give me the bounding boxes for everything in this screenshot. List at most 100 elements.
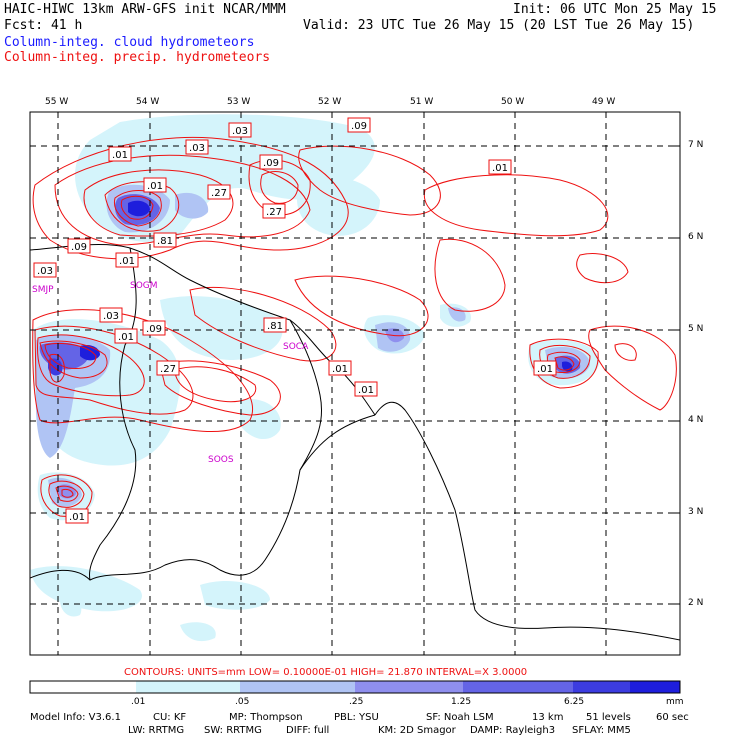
map-frame <box>29 111 681 656</box>
colorbar-unit: mm <box>666 697 684 707</box>
contour-label-box <box>153 232 177 248</box>
contour-label-box <box>207 184 231 200</box>
lat-label: 3 N <box>688 507 704 517</box>
contour-label: .03 <box>37 266 53 277</box>
lat-lon-grid <box>30 112 680 655</box>
contour-label-box <box>33 262 57 278</box>
colorbar-frame <box>29 680 681 694</box>
contour-label-box <box>67 238 91 254</box>
station-soos: SOOS <box>208 455 234 465</box>
lon-label: 53 W <box>227 97 251 107</box>
station-labels: SMJP SOGM SOCA SOOS <box>32 281 309 465</box>
tick-marks <box>57 112 680 605</box>
contour-label: .03 <box>103 311 119 322</box>
contour-label: .01 <box>332 364 348 375</box>
colorbar-segment <box>463 681 573 693</box>
colorbar-tick: 6.25 <box>564 697 585 707</box>
contour-label: .09 <box>351 121 367 132</box>
model-info: KM: 2D Smagor <box>378 725 456 736</box>
contour-label: .01 <box>147 181 163 192</box>
contour-label: .01 <box>492 163 508 174</box>
contour-label-box <box>228 122 252 138</box>
contour-label: .81 <box>157 236 173 247</box>
contour-label: .03 <box>232 126 248 137</box>
lat-label: 6 N <box>688 232 704 242</box>
contour-label-box <box>262 203 286 219</box>
init-time: Init: 06 UTC Mon 25 May 15 <box>513 2 717 17</box>
contour-label: .03 <box>189 143 205 154</box>
contour-label-box <box>114 328 138 344</box>
contour-label-box <box>354 381 378 397</box>
model-info: DIFF: full <box>286 725 330 736</box>
contour-label-box <box>533 360 557 376</box>
model-info: 60 sec <box>656 712 689 723</box>
colorbar-tick: .05 <box>235 697 250 707</box>
precip-contours <box>32 136 677 517</box>
lat-label: 7 N <box>688 140 704 150</box>
cloud-shading <box>30 114 600 642</box>
contour-label: .27 <box>266 207 282 218</box>
station-sogm: SOGM <box>130 281 158 291</box>
contour-label-box <box>65 508 89 524</box>
model-info: MP: Thompson <box>229 712 303 723</box>
colorbar <box>30 681 680 693</box>
model-info: Model Info: V3.6.1 <box>30 712 121 723</box>
lon-label: 51 W <box>410 97 434 107</box>
contour-label-box <box>99 307 123 323</box>
lon-label: 54 W <box>136 97 160 107</box>
contour-label-box <box>263 317 287 333</box>
model-info: PBL: YSU <box>334 712 379 723</box>
contour-label-box <box>142 320 166 336</box>
contour-label-box <box>259 154 283 170</box>
contour-label-box <box>328 360 352 376</box>
lat-label: 2 N <box>688 598 704 608</box>
lon-label: 49 W <box>592 97 616 107</box>
contour-label-box <box>185 139 209 155</box>
contour-label: .81 <box>267 321 283 332</box>
contour-label: .09 <box>146 324 162 335</box>
colorbar-segment <box>355 681 463 693</box>
valid-time: Valid: 23 UTC Tue 26 May 15 (20 LST Tue … <box>303 18 695 33</box>
lat-label: 4 N <box>688 415 704 425</box>
precip-legend: Column-integ. precip. hydrometeors <box>4 50 271 65</box>
contour-label: .01 <box>119 256 135 267</box>
title-line: HAIC-HIWC 13km ARW-GFS init NCAR/MMM <box>4 2 286 17</box>
contour-label: .27 <box>211 188 227 199</box>
contour-label: .01 <box>118 332 134 343</box>
contour-label-box <box>143 177 167 193</box>
colorbar-tick: .25 <box>349 697 364 707</box>
contour-label: .01 <box>69 512 85 523</box>
colorbar-segment <box>240 681 355 693</box>
contour-info: CONTOURS: UNITS=mm LOW= 0.10000E-01 HIGH… <box>124 667 528 678</box>
contour-label: .27 <box>160 364 176 375</box>
contour-label-box <box>347 117 371 133</box>
model-info: SW: RRTMG <box>204 725 262 736</box>
contour-label: .09 <box>71 242 87 253</box>
contour-label-box <box>115 252 139 268</box>
model-info: 13 km <box>532 712 564 723</box>
station-soca: SOCA <box>283 342 309 352</box>
model-info: 51 levels <box>586 712 631 723</box>
lon-label: 50 W <box>501 97 525 107</box>
model-info: CU: KF <box>153 712 187 723</box>
station-smjp: SMJP <box>32 285 54 295</box>
contour-label-box <box>108 146 132 162</box>
colorbar-segment <box>630 681 680 693</box>
lat-label: 5 N <box>688 324 704 334</box>
model-info: SF: Noah LSM <box>426 712 494 723</box>
colorbar-segment <box>136 681 240 693</box>
lon-label: 55 W <box>45 97 69 107</box>
contour-label-box <box>156 360 180 376</box>
colorbar-tick: 1.25 <box>451 697 472 707</box>
colorbar-segment <box>30 681 136 693</box>
contour-label-box <box>488 159 512 175</box>
contour-label: .01 <box>537 364 553 375</box>
cloud-legend: Column-integ. cloud hydrometeors <box>4 35 255 50</box>
model-info: LW: RRTMG <box>128 725 185 736</box>
contour-label: .09 <box>263 158 279 169</box>
forecast-hour: Fcst: 41 h <box>4 18 83 33</box>
colorbar-segment <box>573 681 630 693</box>
model-info: DAMP: Rayleigh3 <box>470 725 556 736</box>
colorbar-tick: .01 <box>131 697 146 707</box>
